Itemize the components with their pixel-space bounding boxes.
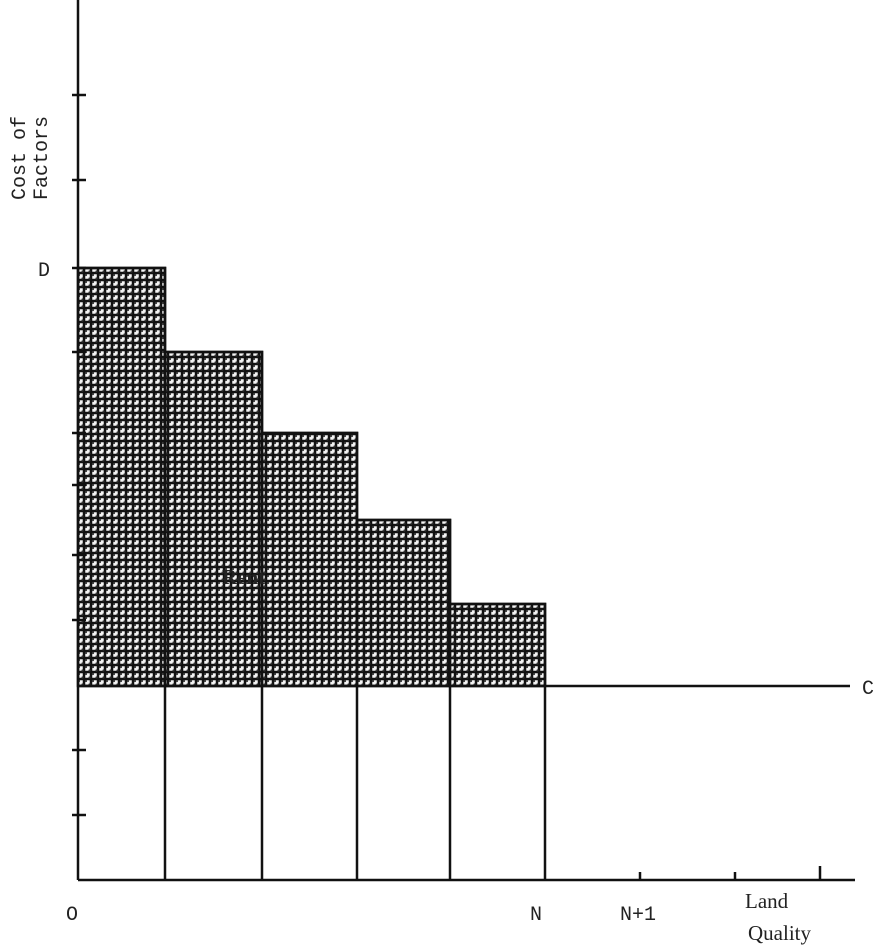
x-axis-label-line: Land: [745, 889, 789, 913]
land-bars: [78, 266, 547, 880]
x-ticks: [638, 866, 822, 880]
x-axis-label-line: Quality: [748, 921, 811, 945]
label-origin: O: [66, 904, 78, 927]
rent-block: [355, 518, 452, 688]
rent-block: [76, 266, 167, 688]
label-n: N: [530, 904, 542, 927]
rent-block: [163, 350, 264, 688]
bar-outline: [357, 518, 452, 880]
label-d: D: [38, 260, 50, 283]
rent-block: [448, 602, 547, 688]
label-c: C: [862, 678, 874, 701]
y-ticks: [72, 93, 86, 817]
y-axis-label-line: Cost of: [9, 116, 32, 200]
bar-outline: [78, 266, 167, 880]
label-rent: Rent: [222, 565, 265, 589]
y-axis-label: Cost of Factors: [9, 116, 54, 200]
bar-outline: [262, 431, 359, 880]
bar-outline: [450, 602, 547, 880]
rent-block: [260, 431, 359, 688]
y-axis-label-line: Factors: [31, 116, 54, 200]
label-n-plus-1: N+1: [620, 904, 656, 927]
bar-outline: [165, 350, 264, 880]
rent-area: [76, 266, 547, 688]
